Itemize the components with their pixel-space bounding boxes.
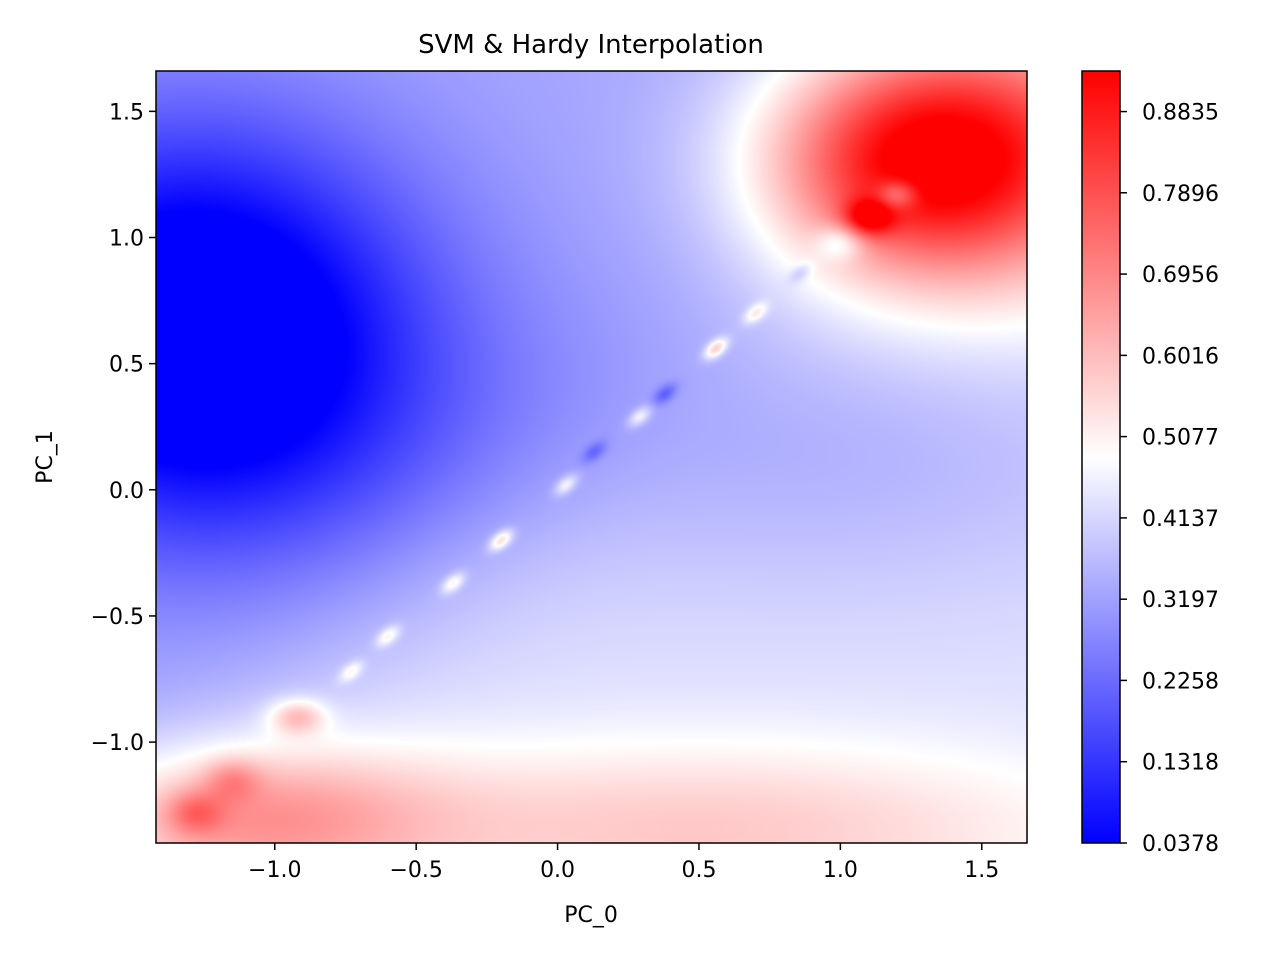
colorbar-tick-label: 0.7896 — [1142, 182, 1219, 207]
x-tick-label: 0.5 — [681, 858, 716, 883]
x-tick-label: −0.5 — [389, 858, 442, 883]
colorbar-frame — [1081, 70, 1121, 844]
y-tick-label: 1.0 — [109, 227, 144, 252]
x-axis-ticks: −1.0 −0.5 0.0 0.5 1.0 1.5 — [248, 843, 999, 883]
plot-frame — [155, 70, 1028, 844]
colorbar-tick-label: 0.8835 — [1142, 101, 1219, 126]
y-axis-label: PC_1 — [33, 430, 58, 484]
heatmap-area — [156, 71, 1027, 843]
y-tick-label: −1.0 — [91, 731, 144, 756]
colorbar-tick-label: 0.0378 — [1142, 832, 1219, 857]
x-axis-label: PC_0 — [564, 903, 618, 928]
colorbar — [1082, 71, 1120, 843]
colorbar-tick-label: 0.3197 — [1142, 588, 1219, 613]
x-tick-label: 0.0 — [540, 858, 575, 883]
y-tick-label: 0.0 — [109, 479, 144, 504]
x-tick-label: 1.5 — [964, 858, 999, 883]
colorbar-tick-label: 0.1318 — [1142, 751, 1219, 776]
colorbar-tick-label: 0.2258 — [1142, 669, 1219, 694]
y-axis-ticks: −1.0 −0.5 0.0 0.5 1.0 1.5 — [91, 100, 156, 756]
chart-title: SVM & Hardy Interpolation — [418, 30, 764, 60]
x-tick-label: 1.0 — [823, 858, 858, 883]
y-tick-label: 0.5 — [109, 353, 144, 378]
x-tick-label: −1.0 — [248, 858, 301, 883]
colorbar-ticks: 0.0378 0.1318 0.2258 0.3197 0.4137 0.5077 0.60… — [1120, 101, 1219, 857]
colorbar-tick-label: 0.5077 — [1142, 426, 1219, 451]
colorbar-tick-label: 0.6016 — [1142, 344, 1219, 369]
y-tick-label: −0.5 — [91, 605, 144, 630]
y-tick-label: 1.5 — [109, 100, 144, 125]
colorbar-tick-label: 0.4137 — [1142, 507, 1219, 532]
colorbar-tick-label: 0.6956 — [1142, 263, 1219, 288]
